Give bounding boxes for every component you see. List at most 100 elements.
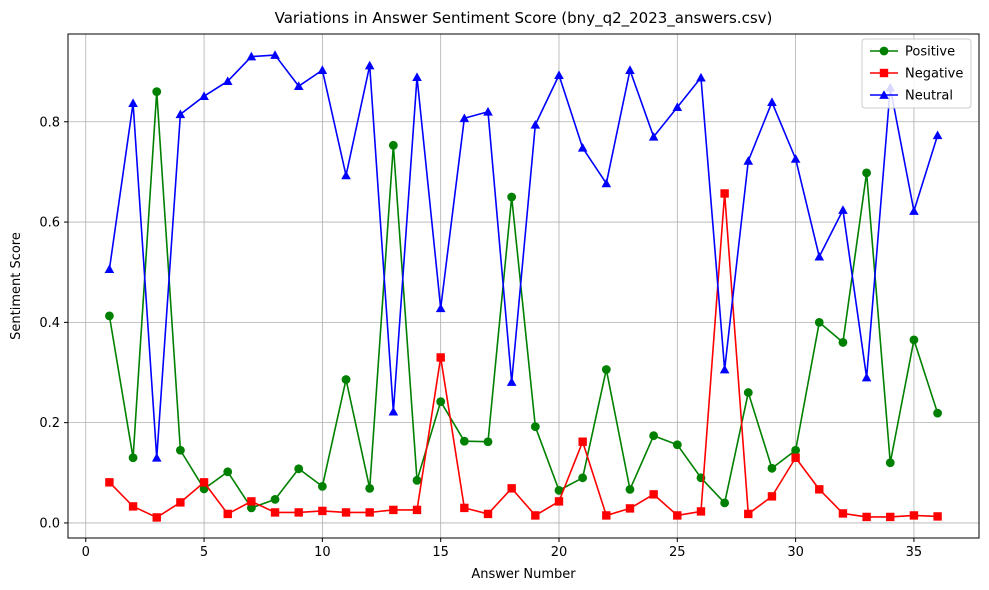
positive-point xyxy=(341,375,351,384)
legend-marker xyxy=(879,90,889,99)
neutral-point xyxy=(341,170,351,180)
positive-point xyxy=(223,467,233,477)
positive-point xyxy=(649,431,659,441)
x-axis-title: Answer Number xyxy=(471,567,576,582)
neutral-point xyxy=(388,406,399,416)
ticks: 0 5 10 15 20 25 30 35 0.0 0.2 0.4 0.6 0.8 xyxy=(39,115,922,560)
negative-point xyxy=(531,511,540,520)
positive-point xyxy=(743,388,753,397)
negative-point xyxy=(223,509,232,519)
negative-point xyxy=(602,511,611,520)
negative-point xyxy=(105,478,114,487)
legend-entry-positive: Positive xyxy=(870,45,955,60)
positive-point xyxy=(199,484,209,494)
neutral-point xyxy=(151,452,162,462)
y-tick-label: 0.4 xyxy=(39,316,60,331)
positive-point xyxy=(601,365,611,374)
neutral-point xyxy=(790,154,801,163)
negative-point xyxy=(862,512,871,522)
legend-box xyxy=(861,38,972,109)
neutral-point xyxy=(293,81,304,90)
positive-point xyxy=(152,87,162,97)
neutral-point xyxy=(506,377,517,386)
grid xyxy=(68,34,979,538)
negative-point xyxy=(767,492,777,501)
negative-point xyxy=(389,505,398,515)
positive-point xyxy=(459,436,469,446)
positive-point xyxy=(530,422,540,432)
positive-point xyxy=(175,445,185,455)
y-tick-label: 0.8 xyxy=(39,115,60,130)
neutral-point xyxy=(909,206,919,215)
neutral-point xyxy=(483,106,493,116)
x-tick-label: 5 xyxy=(200,545,208,560)
neutral-point xyxy=(601,178,612,188)
chart-title: Variations in Answer Sentiment Score (bn… xyxy=(275,9,773,28)
legend-label: Positive xyxy=(905,45,955,60)
series-neutral xyxy=(104,50,943,462)
positive-point xyxy=(105,311,114,321)
neutral-point xyxy=(577,143,588,152)
neutral-point xyxy=(246,51,257,61)
x-tick-label: 20 xyxy=(551,545,568,560)
negative-point xyxy=(673,511,682,520)
positive-point xyxy=(412,475,422,485)
neutral-point xyxy=(743,156,754,165)
neutral-point xyxy=(175,109,186,119)
negative-point xyxy=(128,502,138,511)
positive-point xyxy=(909,335,919,345)
legend-entry-negative: Negative xyxy=(870,67,963,82)
positive-point xyxy=(388,140,398,150)
neutral-point xyxy=(317,65,328,74)
x-tick-label: 0 xyxy=(82,545,90,560)
neutral-point xyxy=(625,65,635,74)
negative-point xyxy=(791,453,800,462)
positive-point xyxy=(317,481,327,491)
positive-point xyxy=(483,437,493,447)
negative-point xyxy=(483,509,493,519)
neutral-point xyxy=(838,205,848,214)
positive-point xyxy=(507,192,517,202)
negative-point xyxy=(270,508,280,517)
negative-point xyxy=(507,484,516,493)
neutral-point xyxy=(199,91,209,101)
legend-marker xyxy=(879,46,889,56)
neutral-point xyxy=(412,72,422,81)
neutral-series-line xyxy=(108,54,939,459)
y-tick-label: 0.2 xyxy=(39,416,60,431)
series-negative xyxy=(105,189,942,522)
negative-point xyxy=(365,508,374,517)
positive-point xyxy=(246,503,256,513)
neutral-point xyxy=(672,102,683,112)
plot-frame xyxy=(67,33,980,539)
positive-point xyxy=(791,445,801,455)
positive-point xyxy=(885,458,895,468)
negative-point xyxy=(696,507,706,516)
negative-point xyxy=(318,506,327,516)
negative-point xyxy=(460,503,469,513)
y-axis-title: Sentiment Score xyxy=(9,232,24,340)
x-tick-label: 35 xyxy=(906,545,923,560)
neutral-point xyxy=(270,50,280,59)
positive-point xyxy=(625,484,635,494)
x-tick-label: 25 xyxy=(669,545,686,560)
legend-marker xyxy=(879,68,889,78)
neutral-point xyxy=(719,364,730,374)
neutral-point xyxy=(364,60,375,70)
neutral-point xyxy=(104,264,115,274)
neutral-point xyxy=(435,303,446,313)
negative-point xyxy=(720,189,729,198)
legend-entry-neutral: Neutral xyxy=(870,89,953,104)
negative-point xyxy=(909,511,919,520)
negative-point xyxy=(199,478,209,487)
positive-point xyxy=(578,473,588,483)
positive-point xyxy=(365,483,375,493)
neutral-point xyxy=(814,251,825,261)
y-tick-label: 0.0 xyxy=(39,516,60,531)
neutral-point xyxy=(932,130,943,140)
negative-point xyxy=(886,512,895,522)
positive-point xyxy=(720,498,730,508)
series-layer xyxy=(104,50,943,522)
positive-point xyxy=(554,485,564,495)
